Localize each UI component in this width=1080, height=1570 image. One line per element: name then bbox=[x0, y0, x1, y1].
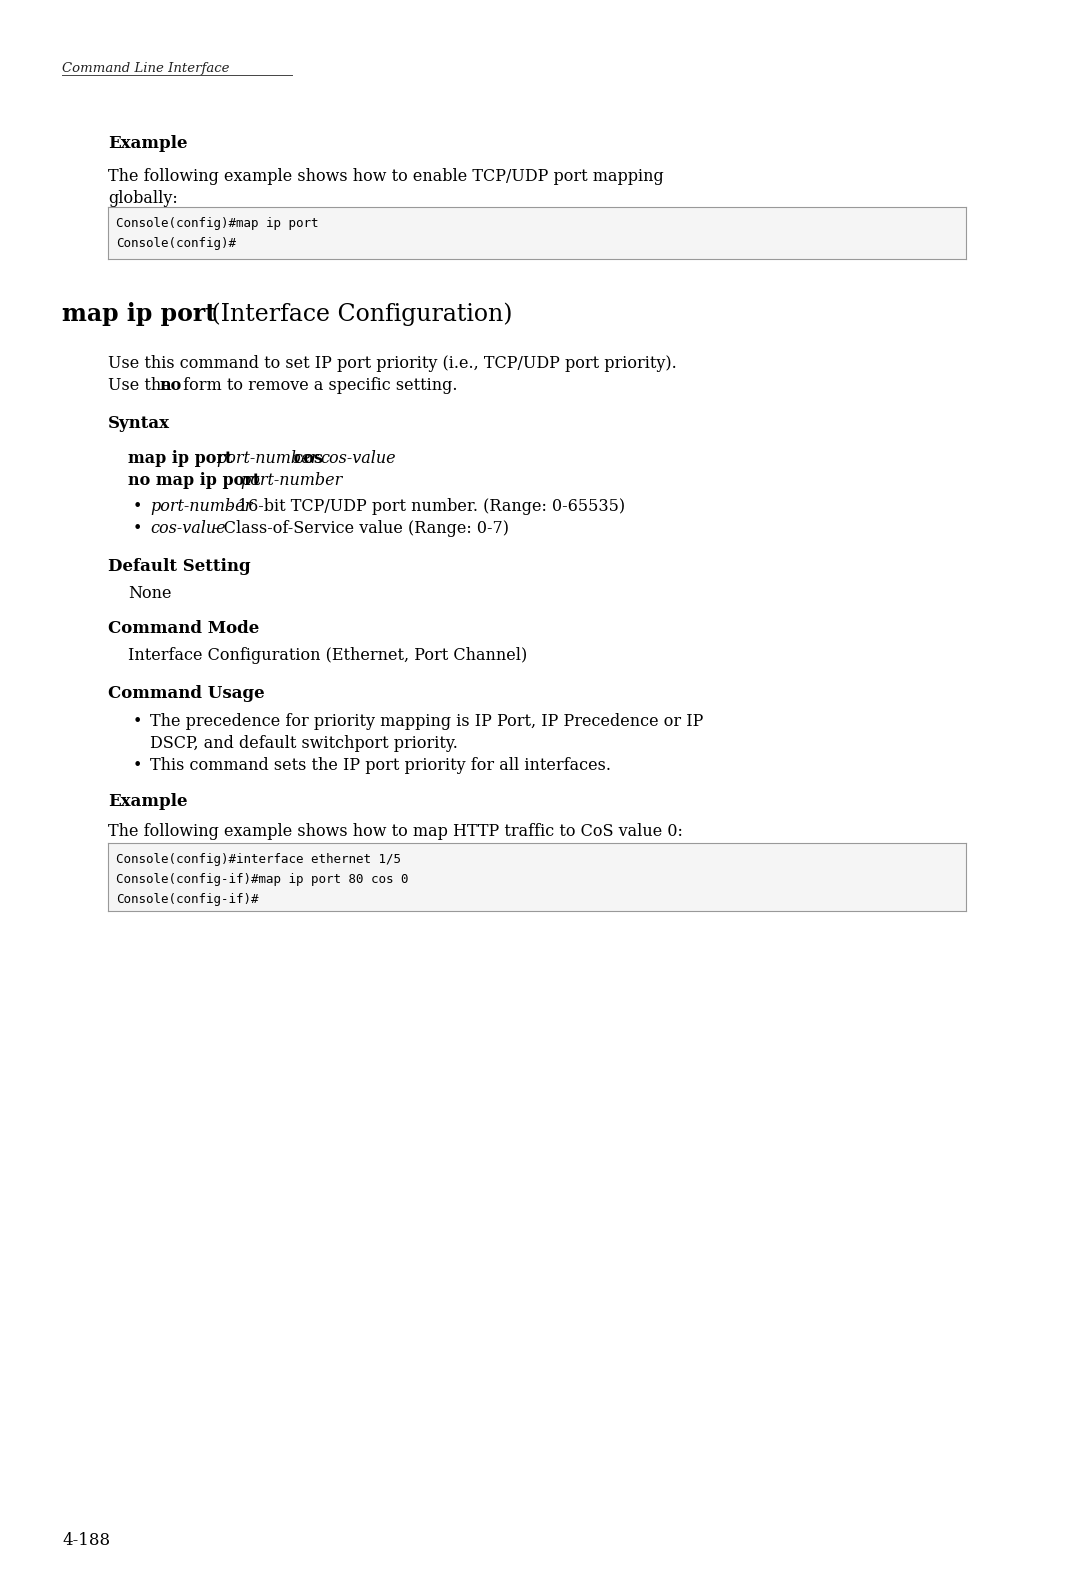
Text: 4-188: 4-188 bbox=[62, 1532, 110, 1550]
Text: map ip port: map ip port bbox=[62, 301, 216, 327]
Text: globally:: globally: bbox=[108, 190, 178, 207]
Text: (Interface Configuration): (Interface Configuration) bbox=[204, 301, 513, 325]
Text: Console(config-if)#: Console(config-if)# bbox=[116, 893, 258, 906]
Text: Example: Example bbox=[108, 135, 188, 152]
Text: - 16-bit TCP/UDP port number. (Range: 0-65535): - 16-bit TCP/UDP port number. (Range: 0-… bbox=[222, 498, 625, 515]
Text: Console(config)#: Console(config)# bbox=[116, 237, 237, 250]
Text: Default Setting: Default Setting bbox=[108, 557, 251, 575]
Text: •: • bbox=[133, 520, 143, 537]
Text: •: • bbox=[133, 713, 143, 730]
Text: None: None bbox=[129, 586, 172, 601]
Text: form to remove a specific setting.: form to remove a specific setting. bbox=[178, 377, 458, 394]
Text: - Class-of-Service value (Range: 0-7): - Class-of-Service value (Range: 0-7) bbox=[208, 520, 509, 537]
Text: Example: Example bbox=[108, 793, 188, 810]
Text: Use the: Use the bbox=[108, 377, 176, 394]
Text: •: • bbox=[133, 757, 143, 774]
Text: The following example shows how to enable TCP/UDP port mapping: The following example shows how to enabl… bbox=[108, 168, 664, 185]
Text: port-number: port-number bbox=[240, 473, 342, 488]
Text: The following example shows how to map HTTP traffic to CoS value 0:: The following example shows how to map H… bbox=[108, 823, 683, 840]
Text: port-number: port-number bbox=[150, 498, 253, 515]
Text: Syntax: Syntax bbox=[108, 414, 170, 432]
Text: •: • bbox=[133, 498, 143, 515]
Text: Interface Configuration (Ethernet, Port Channel): Interface Configuration (Ethernet, Port … bbox=[129, 647, 527, 664]
Text: DSCP, and default switchport priority.: DSCP, and default switchport priority. bbox=[150, 735, 458, 752]
Text: no: no bbox=[160, 377, 183, 394]
Text: This command sets the IP port priority for all interfaces.: This command sets the IP port priority f… bbox=[150, 757, 611, 774]
Text: Console(config)#interface ethernet 1/5: Console(config)#interface ethernet 1/5 bbox=[116, 853, 401, 867]
Text: Command Usage: Command Usage bbox=[108, 685, 265, 702]
Text: map ip port: map ip port bbox=[129, 451, 238, 466]
Text: Command Line Interface: Command Line Interface bbox=[62, 61, 229, 75]
Text: Command Mode: Command Mode bbox=[108, 620, 259, 637]
Text: no map ip port: no map ip port bbox=[129, 473, 266, 488]
Text: Console(config)#map ip port: Console(config)#map ip port bbox=[116, 217, 319, 229]
Text: port-number: port-number bbox=[216, 451, 319, 466]
Text: Use this command to set IP port priority (i.e., TCP/UDP port priority).: Use this command to set IP port priority… bbox=[108, 355, 677, 372]
Text: The precedence for priority mapping is IP Port, IP Precedence or IP: The precedence for priority mapping is I… bbox=[150, 713, 703, 730]
Text: Console(config-if)#map ip port 80 cos 0: Console(config-if)#map ip port 80 cos 0 bbox=[116, 873, 408, 885]
Text: cos-value: cos-value bbox=[320, 451, 395, 466]
Text: cos-value: cos-value bbox=[150, 520, 226, 537]
Text: cos: cos bbox=[288, 451, 328, 466]
